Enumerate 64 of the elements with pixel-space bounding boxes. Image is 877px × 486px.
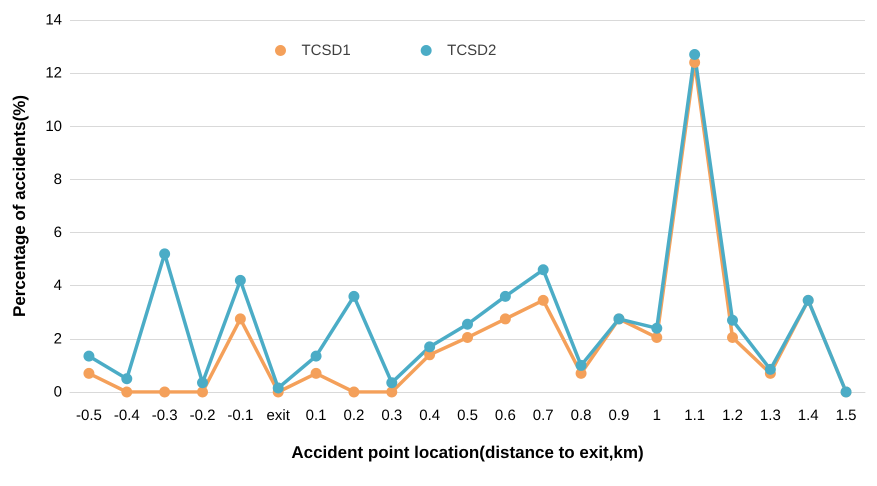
point [348, 290, 360, 302]
x-tick-label: 1.3 [760, 407, 781, 424]
point [83, 368, 94, 379]
point [764, 364, 776, 375]
x-tick-label: 1.4 [798, 407, 819, 424]
legend-label: TCSD1 [302, 42, 351, 59]
point [197, 377, 208, 388]
point [121, 373, 132, 384]
point [576, 360, 587, 371]
x-tick-label: 0.6 [494, 407, 516, 424]
x-tick-label: -0.3 [152, 407, 178, 424]
y-tick-label: 12 [45, 64, 62, 82]
x-tick-label: -0.4 [114, 407, 140, 424]
y-tick-label: 6 [54, 224, 62, 242]
x-tick-label: -0.5 [76, 407, 102, 424]
y-tick-label: 2 [54, 330, 62, 348]
point [424, 341, 436, 352]
y-tick-label: 8 [54, 170, 62, 188]
point [727, 332, 738, 344]
x-tick-label: 0.4 [419, 407, 440, 424]
point [386, 377, 398, 388]
x-tick-label: -0.1 [227, 407, 254, 424]
point [159, 248, 170, 260]
y-tick-label: 14 [45, 12, 62, 28]
point [538, 264, 549, 276]
point [462, 318, 473, 330]
x-axis-title: Accident point location(distance to exit,km) [291, 443, 644, 462]
x-tick-label: 0.7 [532, 407, 554, 424]
x-tick-label: 0.8 [570, 407, 592, 424]
legend-label: TCSD2 [447, 42, 496, 59]
x-tick-label: 1.1 [684, 407, 706, 424]
point [234, 313, 246, 324]
point [727, 314, 738, 326]
point [121, 386, 132, 398]
point [500, 313, 511, 324]
point [159, 386, 170, 398]
point [310, 350, 322, 362]
point [500, 290, 511, 302]
x-tick-label: 1 [652, 407, 661, 424]
point [386, 386, 398, 398]
x-tick-label: 0.9 [608, 407, 630, 424]
y-tick-label: 10 [45, 118, 62, 135]
x-tick-label: 0.1 [306, 407, 326, 424]
x-tick-label: 1.2 [722, 407, 743, 424]
point [651, 322, 662, 334]
x-tick-label: 1.5 [836, 407, 856, 424]
point [462, 332, 473, 344]
point [197, 386, 208, 398]
point [234, 274, 246, 286]
point [348, 386, 360, 398]
x-tick-label: -0.2 [190, 407, 216, 424]
y-tick-label: 0 [54, 384, 62, 400]
y-axis-title: Percentage of accidents(%) [10, 94, 29, 318]
point [689, 49, 700, 60]
point [272, 382, 284, 394]
x-tick-label: exit [266, 407, 291, 424]
point [538, 294, 549, 306]
x-tick-label: 0.3 [381, 407, 402, 424]
point [651, 332, 662, 344]
x-tick-label: 0.2 [344, 407, 364, 424]
y-tick-label: 4 [54, 277, 62, 294]
point [310, 368, 322, 379]
x-tick-label: 0.5 [457, 407, 478, 424]
point [83, 350, 94, 362]
